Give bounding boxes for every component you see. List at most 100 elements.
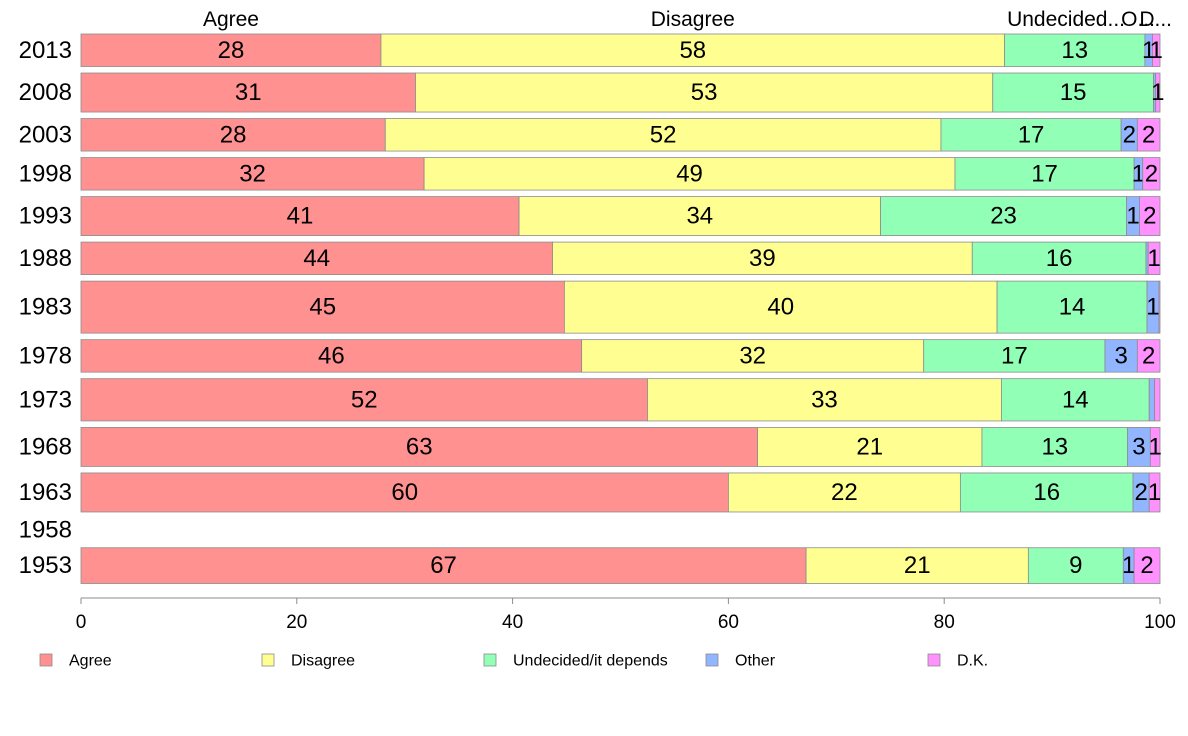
data-label-1993-s0: 41 [287,203,314,230]
bar-segment-1953-s1 [805,547,1029,584]
bar-segment-1998-s4 [1142,157,1161,191]
data-label-2008-s0: 31 [235,79,262,106]
data-label-2013-s4: 1 [1150,37,1163,64]
bar-segment-1983-s0 [80,280,565,334]
data-label-1963-s2: 16 [1033,479,1060,506]
data-label-2008-s2: 15 [1060,79,1087,106]
data-label-1968-s3: 3 [1132,433,1145,460]
bar-segment-2003-s0 [80,118,386,152]
data-label-1983-s2: 14 [1059,294,1086,321]
data-label-1963-s0: 60 [391,479,418,506]
bar-segment-1973-s3 [1148,378,1156,422]
data-label-2003-s3: 2 [1123,121,1136,148]
data-label-1953-s2: 9 [1069,552,1082,579]
x-axis: 0 20 40 60 80 100 [76,597,1176,633]
data-label-1983-s3: 1 [1146,294,1159,321]
data-label-2013-s0: 28 [218,37,245,64]
bar-segment-2013-s1 [380,33,1006,67]
data-label-1973-s0: 52 [351,386,378,413]
data-label-1993-s2: 23 [990,203,1017,230]
year-label-2013: 2013 [19,37,72,64]
bar-segment-2008-s2 [992,72,1154,113]
data-label-1998-s0: 32 [239,160,266,187]
legend-swatch-4 [927,653,941,667]
bar-segment-1998-s2 [954,157,1135,191]
bar-segment-1988-s4 [1147,241,1161,276]
bar-segment-2003-s1 [384,118,942,152]
data-label-1978-s3: 3 [1114,342,1127,369]
legend-swatch-0 [39,653,53,667]
data-label-1968-s2: 13 [1041,433,1068,460]
data-label-1993-s4: 2 [1143,203,1156,230]
data-label-1983-s0: 45 [309,294,336,321]
data-label-2008-s1: 53 [691,79,718,106]
bar-segment-1998-s1 [423,157,956,191]
data-label-1973-s2: 14 [1062,386,1089,413]
data-label-2013-s3: 1 [1142,37,1155,64]
bar-segment-1993-s1 [518,196,881,236]
bar-segment-1973-s1 [647,378,1002,422]
data-label-1968-s4: 1 [1148,433,1161,460]
data-label-2003-s1: 52 [650,121,677,148]
bar-segment-1968-s2 [981,427,1129,467]
data-label-1998-s1: 49 [676,160,703,187]
data-label-2003-s0: 28 [220,121,247,148]
bar-segment-1953-s0 [80,547,807,584]
data-label-2008-s4: 1 [1151,79,1164,106]
legend-label-4: D.K. [957,653,988,670]
data-label-1978-s1: 32 [739,342,766,369]
legend-label-3: Other [735,653,776,670]
bar-segment-1968-s0 [80,427,758,467]
data-label-1953-s4: 2 [1140,552,1153,579]
x-tick-label-40: 40 [502,612,523,633]
column-header-3: O... [1121,8,1155,31]
column-header-0: Agree [203,8,259,31]
legend-swatch-2 [483,653,497,667]
data-label-1998-s2: 17 [1031,160,1058,187]
legend-swatch-1 [261,653,275,667]
bar-segment-1988-s0 [80,241,553,276]
bar-segment-2008-s4 [1155,72,1161,113]
data-label-1968-s1: 21 [856,433,883,460]
bar-segment-1988-s2 [971,241,1147,276]
year-label-1988: 1988 [19,245,72,272]
bar-segment-2008-s1 [415,72,994,113]
bar-segment-1993-s2 [880,196,1127,236]
data-label-1963-s1: 22 [831,479,858,506]
column-header-1: Disagree [651,8,735,31]
bar-segment-1998-s0 [80,157,425,191]
data-label-1998-s4: 2 [1145,160,1158,187]
year-label-1968: 1968 [19,433,72,460]
year-label-1958: 1958 [19,516,72,543]
bar-segment-1978-s2 [923,339,1106,373]
bar-segment-2003-s2 [940,118,1122,152]
bar-segment-1953-s4 [1133,547,1161,584]
bar-segment-1968-s4 [1149,427,1161,467]
bar-segment-1983-s2 [996,280,1148,334]
bar-segment-2008-s0 [80,72,416,113]
bar-segment-2013-s4 [1152,33,1161,67]
legend-label-1: Disagree [291,653,355,670]
year-label-1953: 1953 [19,552,72,579]
legend-label-0: Agree [69,653,112,670]
data-label-2013-s1: 58 [679,37,706,64]
data-label-1988-s4: 1 [1147,245,1160,272]
bar-segment-1993-s4 [1139,196,1161,236]
bar-segment-1978-s4 [1136,339,1161,373]
bar-segment-2003-s4 [1136,118,1161,152]
data-label-1973-s1: 33 [811,386,838,413]
year-axis-labels: 2013 2008 2003 1998 1993 1988 1983 1978 1973 1968… [19,37,72,579]
bar-segment-1983-s4 [1158,280,1161,334]
year-label-1973: 1973 [19,386,72,413]
data-label-1983-s1: 40 [767,294,794,321]
bar-segment-1978-s0 [80,339,583,373]
bar-segment-1968-s1 [757,427,983,467]
data-label-1988-s1: 39 [749,245,776,272]
data-label-1953-s3: 1 [1122,552,1135,579]
bar-segment-1963-s4 [1148,472,1161,513]
bar-segment-1993-s0 [80,196,520,236]
year-label-1983: 1983 [19,294,72,321]
data-label-1998-s3: 1 [1132,160,1145,187]
bar-segment-1988-s1 [552,241,973,276]
